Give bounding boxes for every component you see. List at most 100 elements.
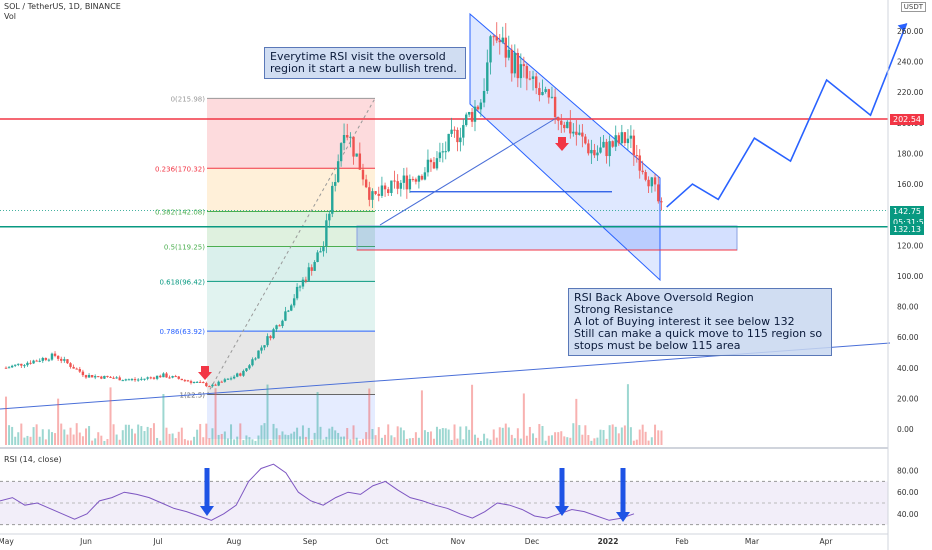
candle-body: [507, 49, 510, 58]
x-tick-label: Dec: [525, 537, 540, 546]
volume-bar: [313, 432, 316, 445]
volume-bar: [134, 433, 137, 445]
candle-body: [133, 379, 137, 381]
volume-bar: [396, 426, 399, 445]
candle-body: [447, 133, 450, 152]
candle-body: [482, 90, 486, 103]
rsi-y-tick-label: 40.00: [897, 510, 919, 519]
volume-bar: [106, 439, 109, 445]
candle-body: [405, 175, 409, 190]
candle-body: [186, 380, 190, 382]
candle-body: [599, 147, 602, 153]
volume-bar: [226, 438, 229, 445]
bottom-annotation[interactable]: RSI Back Above Oversold Region Strong Re…: [568, 288, 832, 356]
volume-bar: [608, 425, 611, 445]
volume-bar: [358, 440, 361, 445]
fib-level-label: 0.382(142.08): [155, 209, 205, 217]
candle-body: [155, 375, 159, 379]
candle-body: [260, 347, 263, 351]
candle-body: [516, 52, 520, 79]
candle-body: [53, 353, 57, 356]
candle-body: [342, 135, 346, 144]
volume-bar: [162, 393, 165, 445]
volume-bar: [423, 430, 426, 445]
top-note-line-1: Everytime RSI visit the oversold: [270, 50, 446, 63]
volume-bar: [417, 437, 420, 445]
candle-body: [63, 359, 66, 361]
candle-body: [547, 89, 550, 98]
volume-bar: [121, 430, 124, 445]
volume-bar: [242, 440, 245, 445]
candle-body: [17, 363, 20, 365]
volume-bar: [519, 438, 522, 445]
x-tick-label: Sep: [303, 537, 317, 546]
candle-body: [174, 376, 177, 378]
candle-body: [334, 182, 337, 186]
volume-bar: [462, 439, 465, 445]
candle-body: [263, 345, 266, 348]
candle-body: [177, 376, 180, 379]
candle-body: [223, 379, 227, 382]
candle-body: [202, 382, 205, 384]
top-annotation[interactable]: Everytime RSI visit the oversold region …: [264, 47, 466, 79]
volume-bar: [544, 440, 547, 445]
volume-bar: [32, 427, 35, 445]
chart-header: SOL / TetherUS, 1D, BINANCE Vol: [4, 2, 121, 22]
volume-bar: [41, 429, 44, 445]
volume-bar: [72, 434, 75, 445]
volume-bar: [331, 426, 334, 445]
candle-body: [399, 182, 403, 189]
candle-body: [13, 364, 17, 366]
resistance-price-tag: 202.54: [890, 114, 924, 125]
candle-body: [103, 375, 106, 379]
candle-body: [560, 120, 563, 125]
candle-body: [593, 149, 596, 156]
volume-bar: [435, 426, 438, 445]
candle-body: [143, 378, 146, 380]
volume-bar: [349, 439, 352, 445]
countdown-tag: 05:31:52: [890, 217, 929, 228]
volume-bar: [156, 437, 159, 445]
candle-body: [208, 386, 211, 388]
candle-body: [453, 129, 456, 131]
volume-bar: [50, 432, 53, 445]
y-tick-label: 40.00: [897, 364, 919, 373]
volume-bar: [620, 427, 623, 445]
candle-body: [420, 175, 424, 180]
y-tick-label: 20.00: [897, 394, 919, 403]
volume-bar: [387, 424, 390, 445]
volume-bar: [85, 428, 87, 445]
candle-body: [465, 114, 468, 126]
candle-body: [459, 137, 462, 143]
volume-bar: [63, 429, 66, 445]
candle-body: [411, 178, 415, 180]
candle-body: [35, 360, 38, 362]
candle-body: [236, 373, 239, 377]
rsi-arrow-head: [616, 512, 630, 522]
volume-bar: [233, 439, 236, 445]
candle-body: [229, 378, 233, 380]
volume-bar: [115, 434, 118, 445]
volume-bar: [599, 429, 602, 445]
volume-bar: [575, 398, 578, 445]
projection-arrowhead: [897, 23, 907, 32]
volume-bar: [405, 438, 408, 445]
volume-bar: [547, 435, 550, 445]
volume-bar: [465, 426, 468, 445]
volume-bar: [47, 429, 50, 445]
candle-body: [272, 329, 275, 339]
volume-bar: [498, 427, 501, 445]
volume-bar: [644, 431, 647, 445]
volume-bar: [35, 424, 38, 445]
volume-bar: [632, 440, 635, 445]
volume-bar: [278, 435, 281, 445]
candle-body: [124, 379, 128, 381]
volume-bar: [596, 437, 599, 445]
currency-badge[interactable]: USDT: [900, 2, 926, 12]
volume-bar: [310, 439, 313, 445]
fib-band: [207, 211, 375, 247]
candle-body: [572, 131, 575, 134]
volume-bar: [492, 429, 495, 445]
candle-body: [242, 370, 245, 376]
